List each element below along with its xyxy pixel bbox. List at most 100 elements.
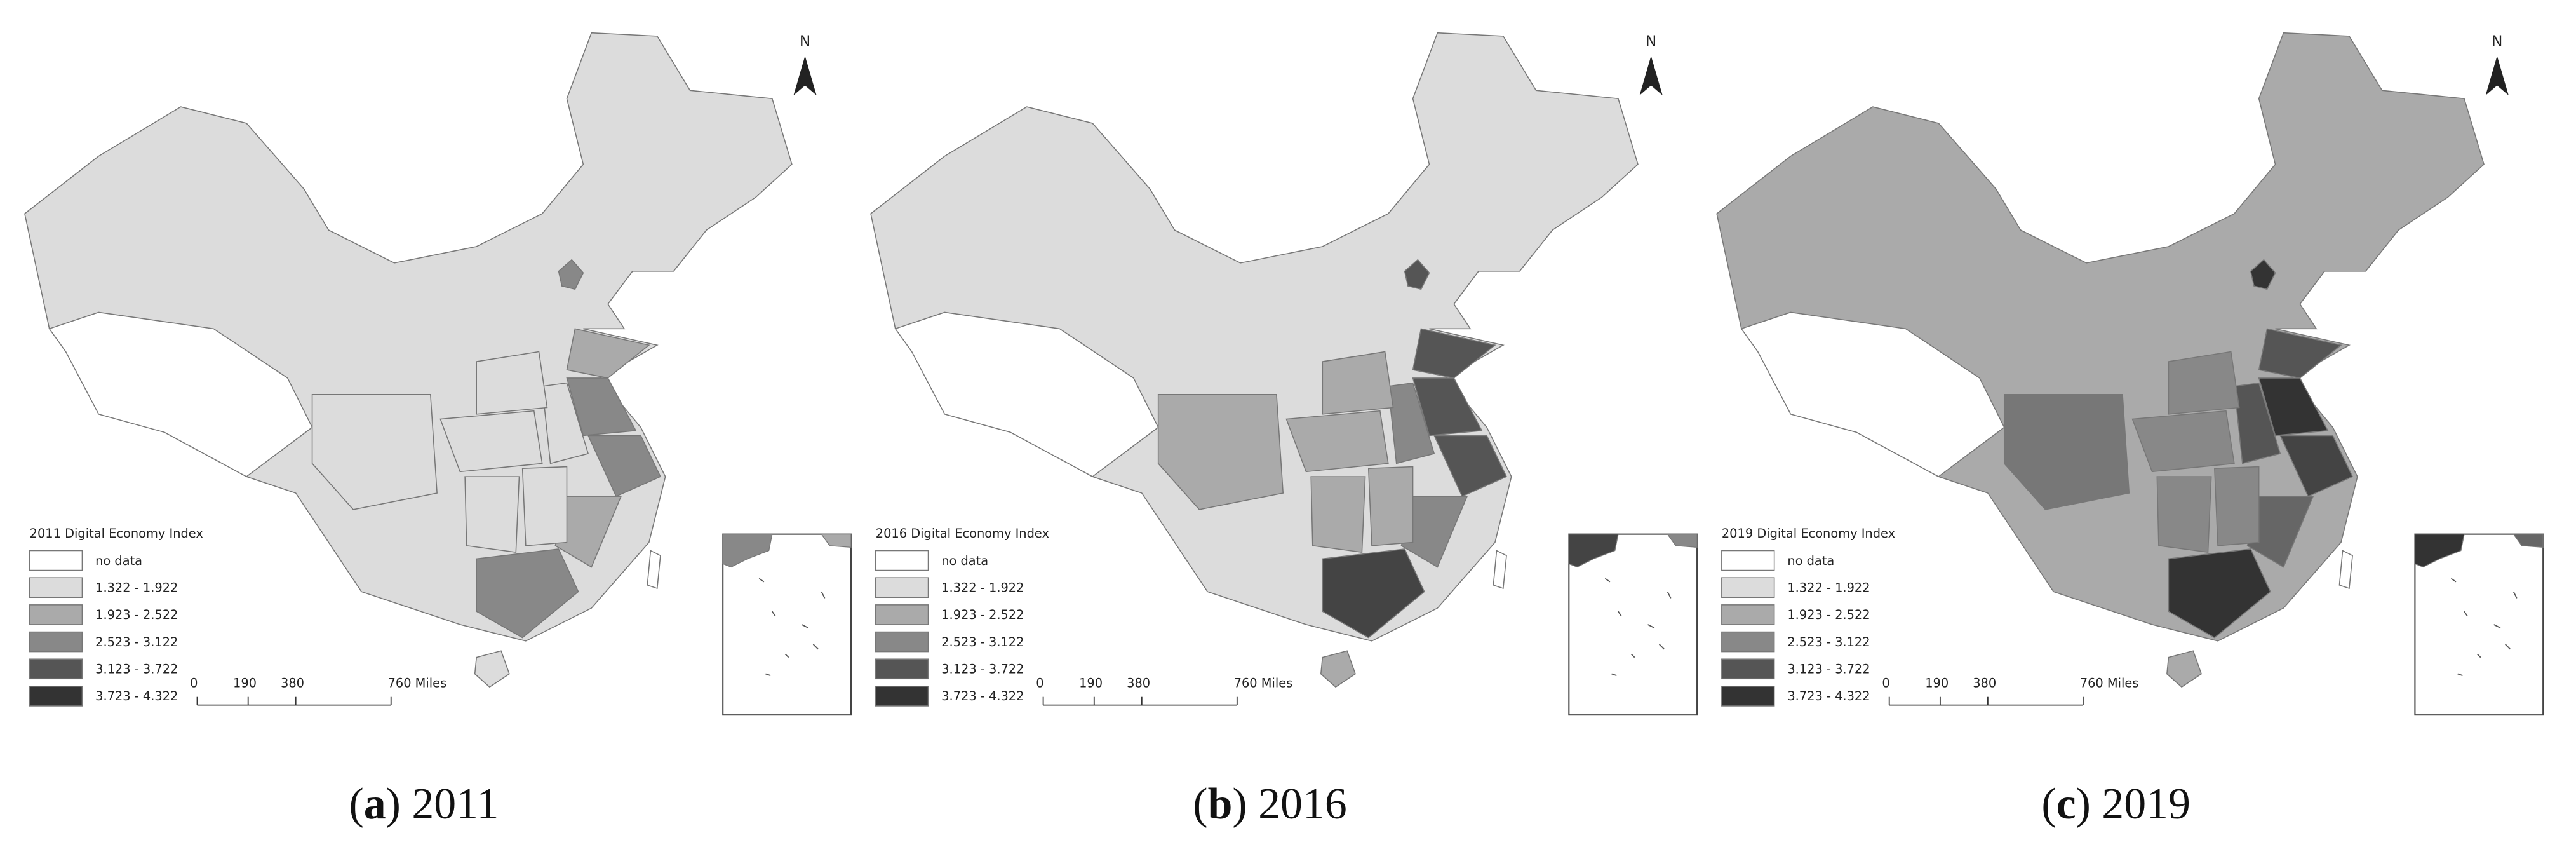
inset-frame: [722, 533, 852, 716]
legend-swatch: [29, 631, 83, 653]
country-outline: [1716, 32, 2485, 642]
region: [2258, 328, 2342, 379]
legend-label: 3.723 - 4.322: [95, 689, 178, 703]
region: [2250, 259, 2276, 290]
legend-label: 2.523 - 3.122: [1787, 635, 1870, 649]
scale-label: 0: [1882, 676, 1889, 691]
region: [894, 311, 1159, 478]
legend-swatch: [875, 686, 929, 707]
inset-land: [821, 534, 852, 548]
region: [1493, 550, 1507, 590]
caption-text: ) 2016: [1232, 780, 1346, 829]
region: [1285, 410, 1389, 473]
region: [566, 328, 650, 379]
legend-swatch: [875, 631, 929, 653]
region: [558, 259, 584, 290]
scale-label: 760 Miles: [2080, 676, 2139, 691]
legend-label: 1.322 - 1.922: [95, 581, 178, 595]
scale-label: 760 Miles: [1234, 676, 1293, 691]
region: [2131, 410, 2235, 473]
north-label: N: [800, 32, 810, 50]
caption-letter: b: [1208, 780, 1233, 829]
inset-frame: [2414, 533, 2544, 716]
inset-land: [722, 534, 773, 568]
caption: (b) 2016: [1193, 780, 1346, 829]
region: [1433, 435, 1508, 498]
region: [1157, 394, 1284, 510]
region: [1412, 328, 1496, 379]
legend-label: no data: [1787, 553, 1834, 568]
region: [541, 382, 589, 464]
scale-label: 380: [1973, 676, 1996, 691]
map-panel: N 2011 Digital Economy Index no data 1.322 …: [24, 32, 852, 716]
region: [474, 650, 510, 688]
scale-label: 0: [190, 676, 198, 691]
region: [439, 410, 543, 473]
region: [2338, 550, 2353, 590]
region: [2214, 466, 2260, 546]
caption-text: ) 2019: [2076, 780, 2190, 829]
inset-land: [1667, 534, 1698, 548]
legend-label: 3.123 - 3.722: [1787, 662, 1870, 677]
caption-letter: c: [2056, 780, 2076, 829]
inset-land: [1568, 534, 1619, 568]
caption: (c) 2019: [2041, 780, 2190, 829]
legend-label: 3.123 - 3.722: [941, 662, 1024, 677]
legend-swatch: [875, 658, 929, 680]
region: [2156, 476, 2212, 553]
region: [1367, 466, 1414, 546]
region: [48, 311, 313, 478]
legend-label: 3.723 - 4.322: [1787, 689, 1870, 703]
legend-swatch: [29, 658, 83, 680]
caption-open: (: [1193, 780, 1207, 829]
caption-letter: a: [364, 780, 386, 829]
region: [1322, 351, 1394, 415]
legend-swatch: [875, 577, 929, 599]
legend-title: 2016 Digital Economy Index: [876, 526, 1049, 541]
caption: (a) 2011: [349, 780, 499, 829]
legend-label: 2.523 - 3.122: [95, 635, 178, 649]
scale-label: 380: [281, 676, 304, 691]
legend-label: 3.123 - 3.722: [95, 662, 178, 677]
region: [1740, 311, 2005, 478]
region: [2168, 351, 2240, 415]
legend-swatch: [875, 550, 929, 571]
legend-swatch: [29, 577, 83, 599]
legend-swatch: [1721, 658, 1775, 680]
legend-title: 2011 Digital Economy Index: [30, 526, 203, 541]
region: [476, 548, 579, 639]
region: [1322, 548, 1425, 639]
scale-label: 0: [1036, 676, 1043, 691]
region: [1310, 476, 1366, 553]
region: [2279, 435, 2354, 498]
inset-islands: [1604, 578, 1672, 676]
legend-swatch: [29, 604, 83, 625]
region: [311, 394, 438, 510]
map-panel: N 2016 Digital Economy Index no data 1.322 …: [870, 32, 1698, 716]
legend-swatch: [1721, 686, 1775, 707]
scale-label: 190: [233, 676, 257, 691]
region: [1404, 259, 1430, 290]
region: [1412, 377, 1483, 437]
scale-label: 190: [1925, 676, 1949, 691]
caption-open: (: [349, 780, 363, 829]
north-label: N: [2492, 32, 2502, 50]
scale-label: 760 Miles: [388, 676, 447, 691]
country-outline: [870, 32, 1639, 642]
inset-land: [2512, 534, 2544, 548]
legend-title: 2019 Digital Economy Index: [1722, 526, 1895, 541]
legend-swatch: [1721, 577, 1775, 599]
legend-label: 1.923 - 2.522: [941, 607, 1024, 622]
north-arrow: [1639, 55, 1663, 96]
legend-label: no data: [941, 553, 988, 568]
region: [2166, 650, 2203, 688]
region: [647, 550, 661, 590]
inset-islands: [758, 578, 826, 676]
legend-swatch: [1721, 550, 1775, 571]
region: [1387, 382, 1435, 464]
region: [2234, 382, 2281, 464]
inset-islands: [2450, 578, 2518, 676]
caption-text: ) 2011: [386, 780, 499, 829]
